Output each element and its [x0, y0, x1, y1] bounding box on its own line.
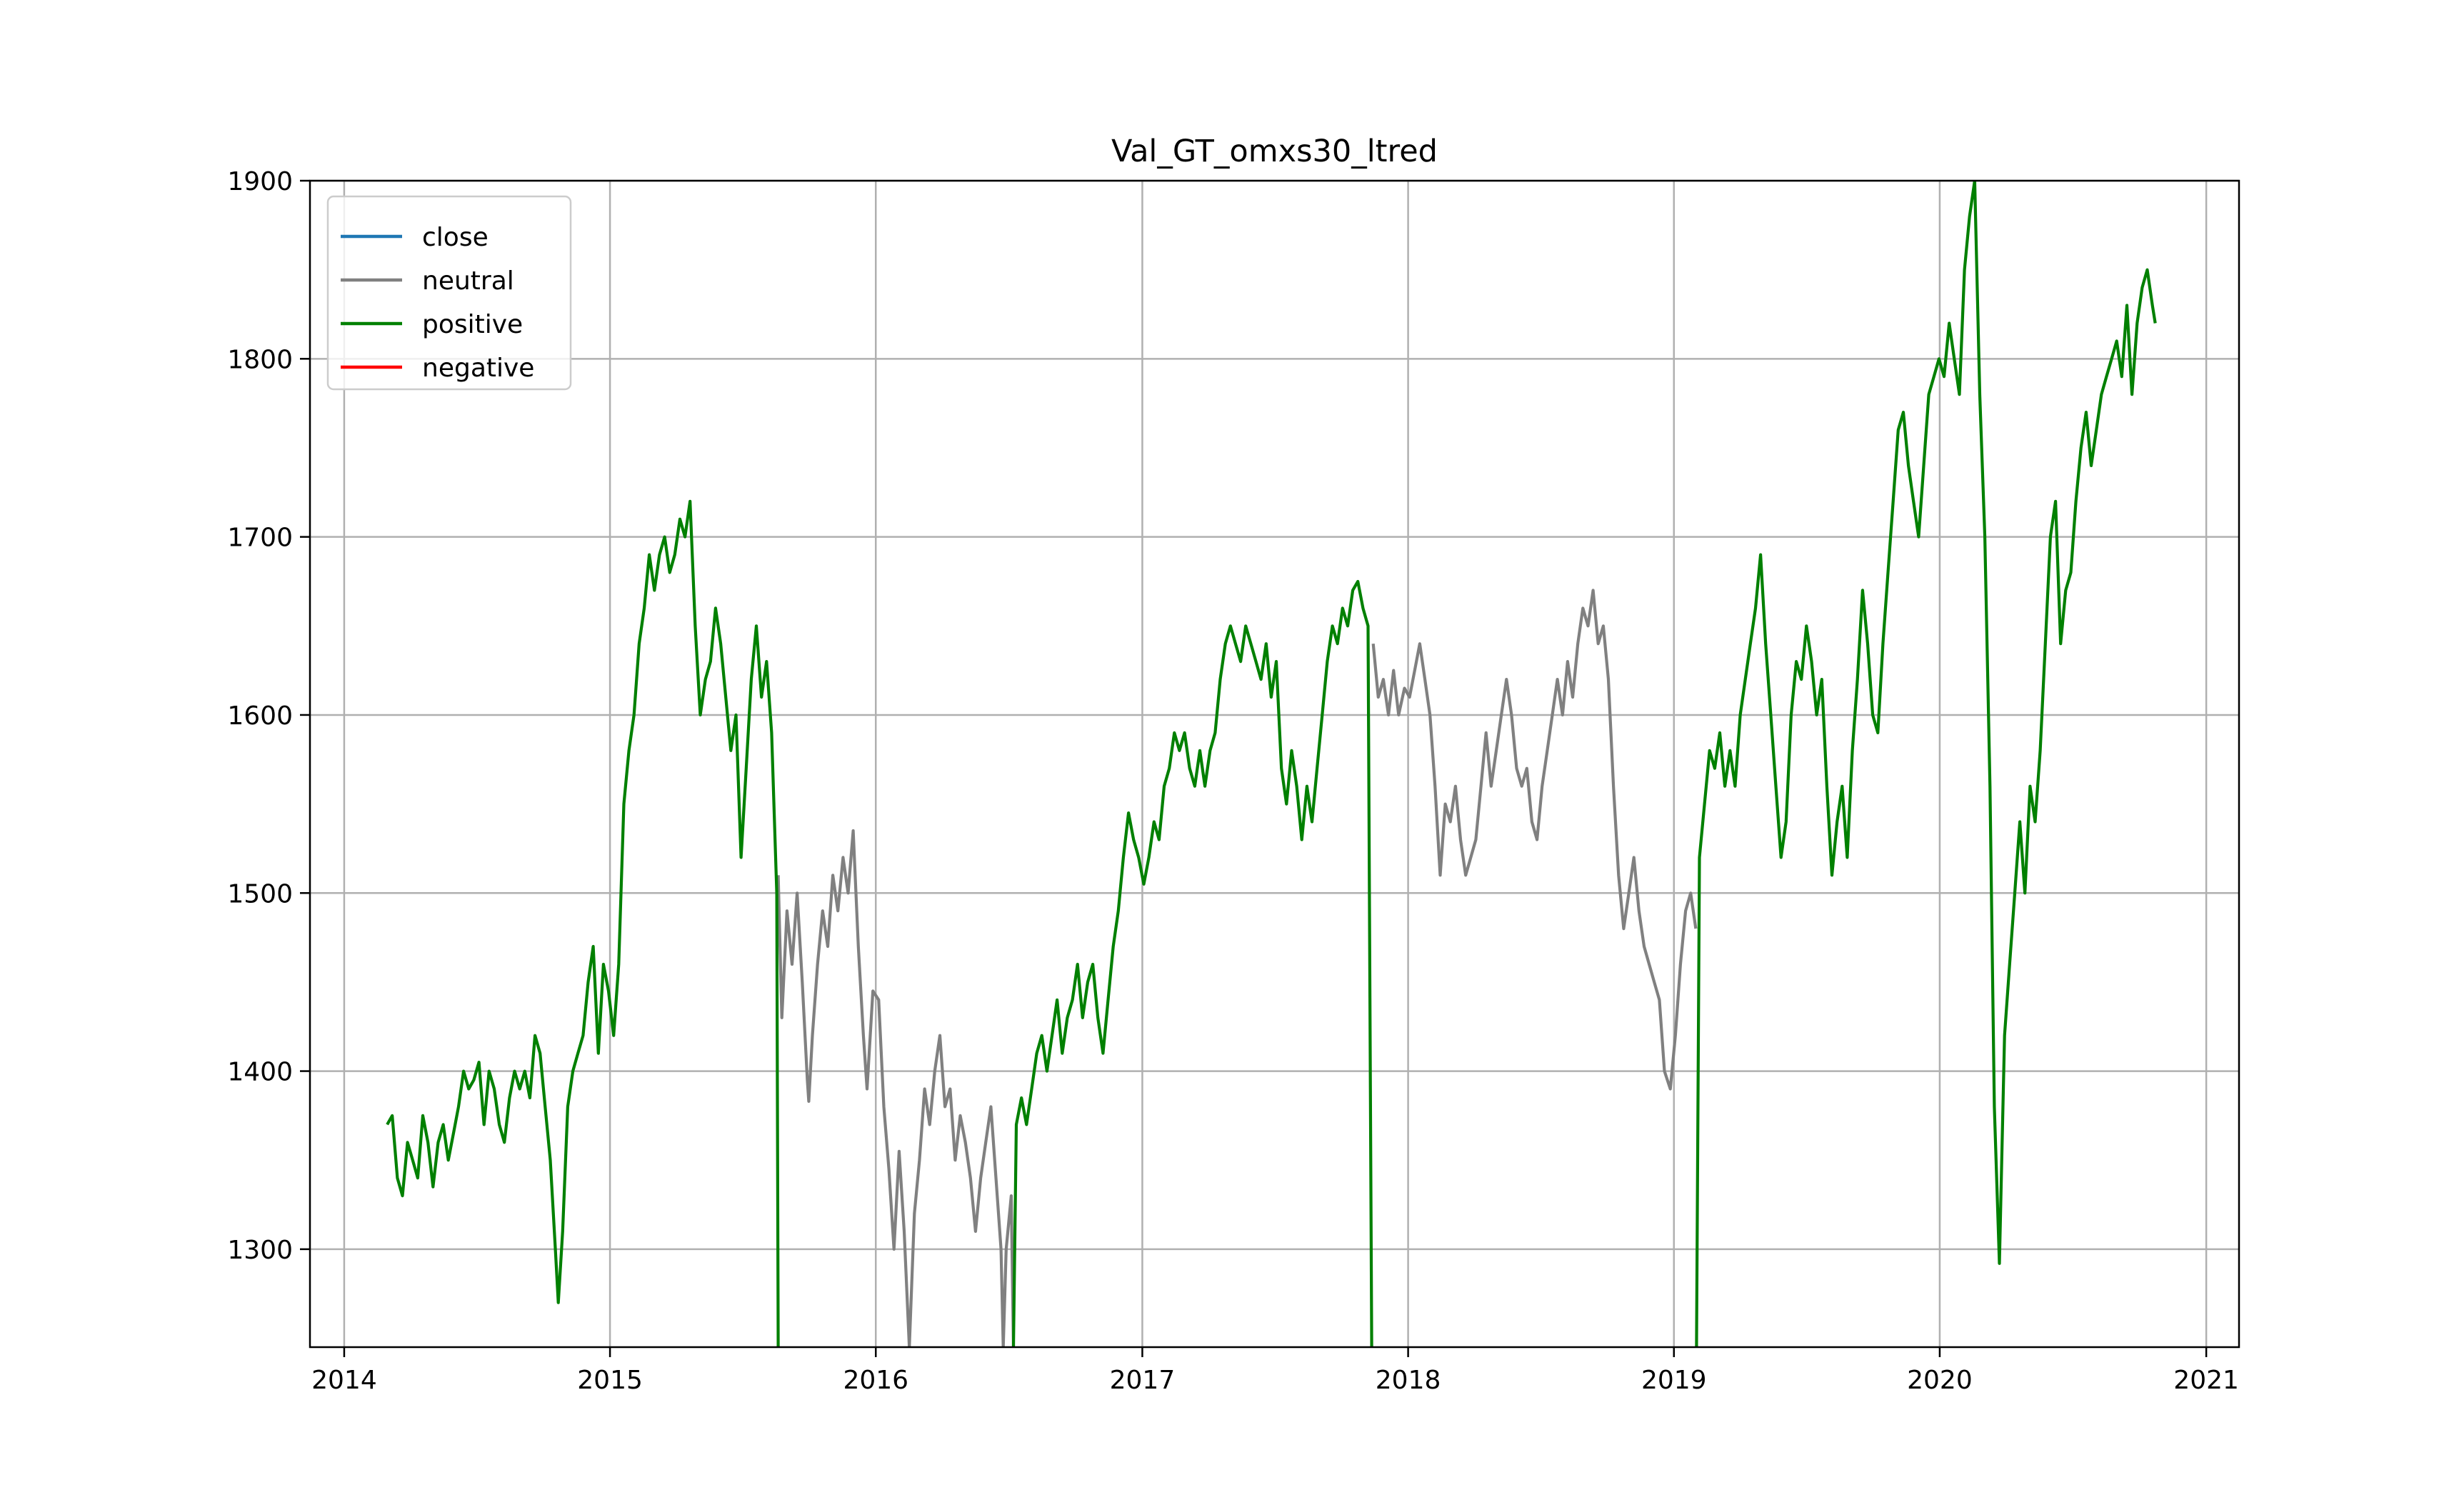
chart-title: Val_GT_omxs30_ltred — [1111, 134, 1438, 169]
x-tick-label-2018: 2018 — [1376, 1366, 1441, 1395]
y-tick-label-1900: 1900 — [227, 167, 293, 196]
legend-box — [326, 195, 572, 391]
series-positive-segment-3 — [1695, 181, 2157, 1347]
series-positive-segment-1 — [386, 499, 780, 1347]
y-tick-label-1400: 1400 — [227, 1058, 293, 1087]
x-tick-label-2019: 2019 — [1641, 1366, 1707, 1395]
legend-label-positive: positive — [422, 310, 523, 339]
x-tick-label-2020: 2020 — [1907, 1366, 1973, 1395]
legend-label-neutral: neutral — [422, 266, 514, 296]
axes-frame — [309, 179, 2240, 1349]
x-tick-label-2015: 2015 — [577, 1366, 643, 1395]
series-neutral-segment-2 — [1371, 589, 1698, 1091]
y-tick-label-1700: 1700 — [227, 524, 293, 553]
legend: close neutral positive negative — [326, 195, 572, 391]
y-tick-label-1500: 1500 — [227, 879, 293, 909]
series-lines — [386, 181, 2157, 1347]
legend-label-negative: negative — [422, 354, 534, 383]
x-tick-label-2014: 2014 — [311, 1366, 377, 1395]
y-tick-label-1800: 1800 — [227, 345, 293, 374]
x-tick-label-2016: 2016 — [843, 1366, 908, 1395]
y-tick-label-1600: 1600 — [227, 701, 293, 731]
series-positive-segment-2 — [1011, 579, 1373, 1347]
series-neutral-segment-1 — [776, 829, 1016, 1347]
y-tick-label-1300: 1300 — [227, 1236, 293, 1265]
legend-label-close: close — [422, 223, 489, 252]
axis-ticks: 2014 2015 2016 2017 2018 2019 2020 2021 1300 1400… — [227, 167, 2239, 1395]
x-tick-label-2021: 2021 — [2173, 1366, 2239, 1395]
x-tick-label-2017: 2017 — [1110, 1366, 1176, 1395]
